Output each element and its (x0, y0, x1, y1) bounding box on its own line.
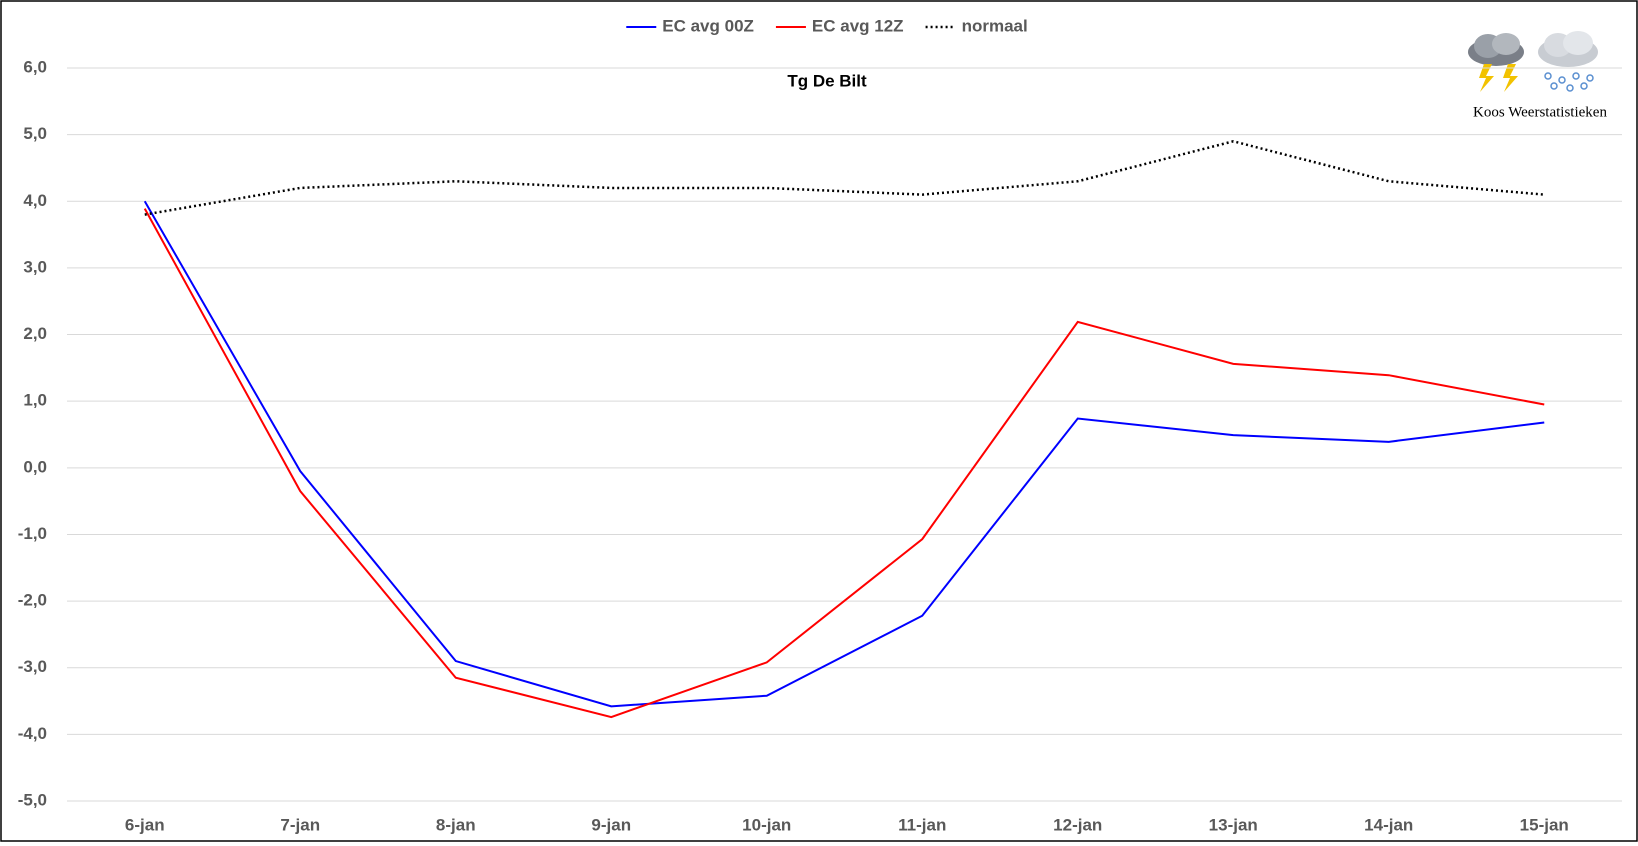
legend-label: normaal (962, 16, 1028, 35)
x-tick-label: 10-jan (742, 815, 791, 834)
y-tick-label: -4,0 (18, 724, 47, 743)
y-tick-label: 1,0 (23, 391, 47, 410)
watermark: Koos Weerstatistieken (1473, 104, 1607, 120)
y-tick-label: -3,0 (18, 657, 47, 676)
weather-icons (1468, 31, 1598, 92)
x-tick-label: 9-jan (591, 815, 631, 834)
x-tick-label: 8-jan (436, 815, 476, 834)
y-tick-label: 3,0 (23, 257, 47, 276)
y-tick-label: 2,0 (23, 324, 47, 343)
x-tick-label: 14-jan (1364, 815, 1413, 834)
y-tick-label: 6,0 (23, 57, 47, 76)
chart-title: Tg De Bilt (787, 71, 867, 90)
y-tick-label: -2,0 (18, 591, 47, 610)
y-tick-label: -1,0 (18, 524, 47, 543)
y-tick-label: 5,0 (23, 124, 47, 143)
x-tick-label: 15-jan (1520, 815, 1569, 834)
x-tick-label: 11-jan (898, 815, 946, 834)
legend-label: EC avg 12Z (812, 16, 904, 35)
x-tick-label: 13-jan (1209, 815, 1258, 834)
series-line (143, 208, 1545, 719)
series-line (144, 140, 1545, 216)
series-line (143, 200, 1545, 708)
y-tick-label: -5,0 (18, 790, 47, 809)
y-tick-label: 0,0 (23, 457, 47, 476)
x-tick-label: 7-jan (280, 815, 320, 834)
y-tick-label: 4,0 (23, 191, 47, 210)
x-tick-label: 12-jan (1053, 815, 1102, 834)
x-tick-label: 6-jan (125, 815, 165, 834)
legend-label: EC avg 00Z (662, 16, 754, 35)
